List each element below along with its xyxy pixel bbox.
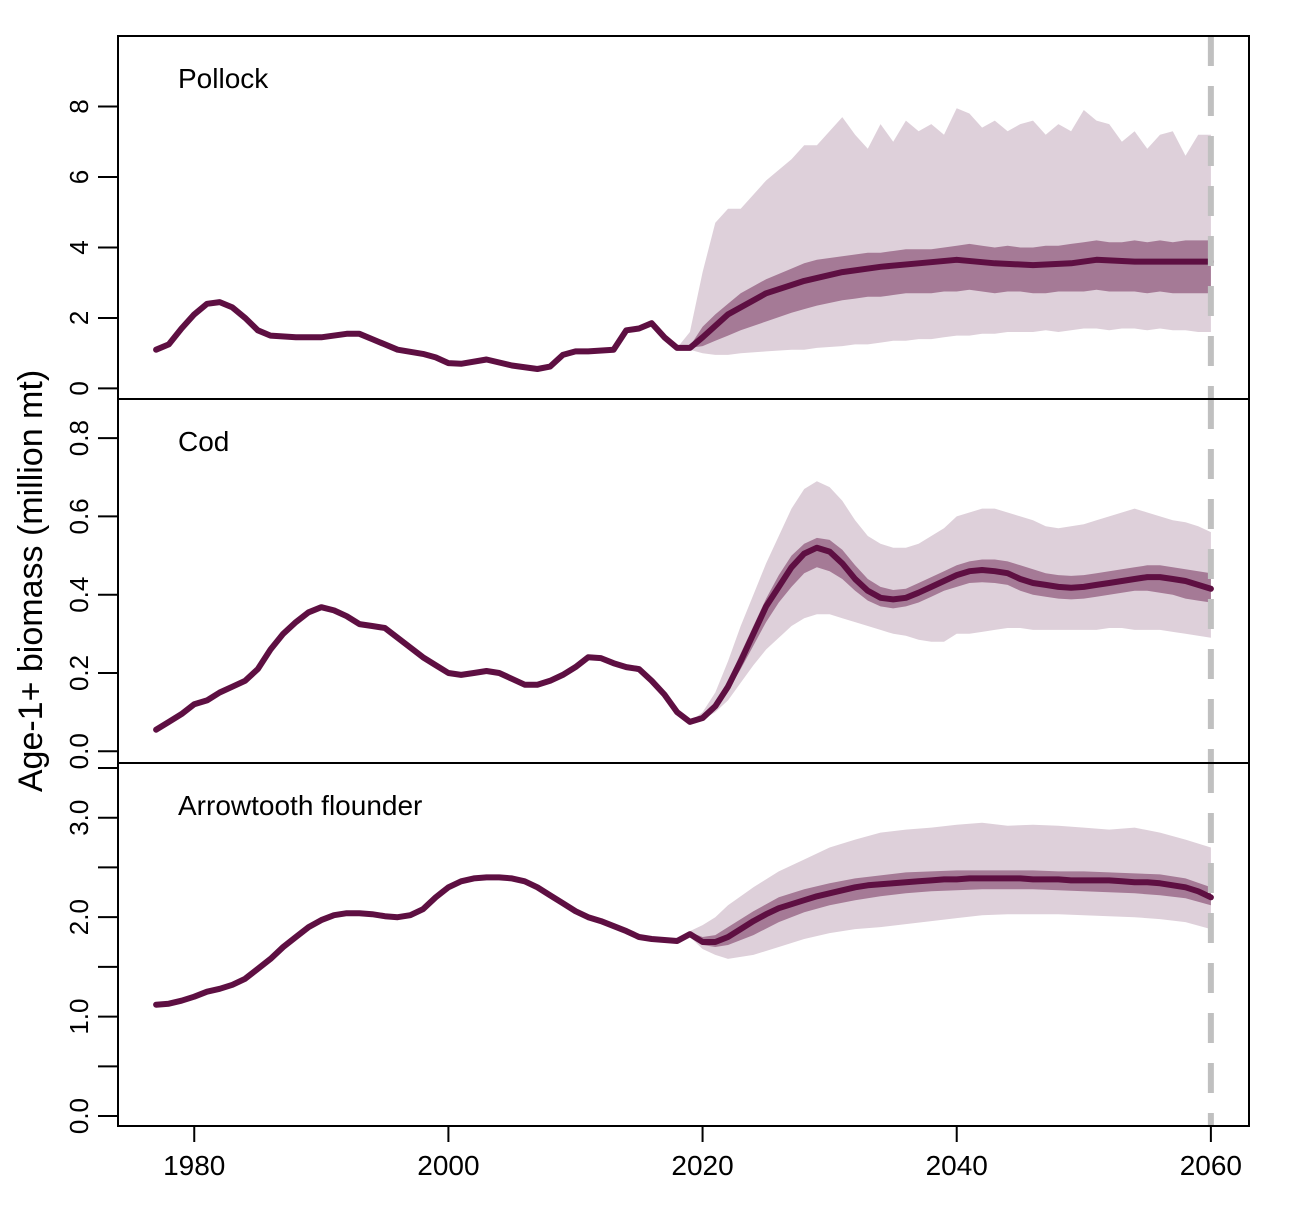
y-tick-label: 0.0 xyxy=(64,1098,94,1134)
x-tick-label: 1980 xyxy=(163,1150,225,1181)
y-tick-label: 2 xyxy=(64,311,94,325)
plot-area xyxy=(153,763,1214,1126)
x-tick-label: 2060 xyxy=(1180,1150,1242,1181)
y-tick-label: 3.0 xyxy=(64,800,94,836)
x-tick-label: 2040 xyxy=(926,1150,988,1181)
y-tick-label: 0.2 xyxy=(64,655,94,691)
median-biomass-line xyxy=(153,256,1214,372)
panel-label: Arrowtooth flounder xyxy=(178,790,422,821)
panel-frame xyxy=(117,762,1250,1127)
panel-arrowtooth-flounder: 0.0 1.0 2.0 3.0 Arrowtooth flounder xyxy=(64,762,1250,1134)
y-tick-label: 8 xyxy=(64,99,94,113)
y-tick-label: 0.6 xyxy=(64,498,94,534)
inner-uncertainty-band xyxy=(689,870,1211,947)
inner-uncertainty-band xyxy=(677,240,1211,348)
panel-pollock: 0 2 4 6 8 Pollock xyxy=(64,35,1250,400)
outer-uncertainty-band xyxy=(689,822,1211,959)
y-axis-label: Age-1+ biomass (million mt) xyxy=(12,370,50,792)
inner-uncertainty-band xyxy=(689,537,1211,722)
y-tick-label: 4 xyxy=(64,240,94,254)
x-tick-label: 2000 xyxy=(417,1150,479,1181)
plot-area xyxy=(153,36,1214,399)
panel-label: Cod xyxy=(178,426,229,457)
median-biomass-line xyxy=(153,874,1214,1008)
plot-area xyxy=(153,399,1214,763)
y-tick-label: 6 xyxy=(64,170,94,184)
panel-cod: 0.0 0.2 0.4 0.6 0.8 Cod xyxy=(64,398,1250,769)
median-biomass-line xyxy=(153,544,1214,733)
x-tick-label: 2020 xyxy=(671,1150,733,1181)
y-tick-label: 2.0 xyxy=(64,899,94,935)
y-tick-label: 1.0 xyxy=(64,999,94,1035)
panel-label: Pollock xyxy=(178,63,269,94)
y-tick-label: 0.8 xyxy=(64,420,94,456)
y-tick-label: 0.4 xyxy=(64,577,94,613)
y-tick-label: 0 xyxy=(64,381,94,395)
y-tick-label: 0.0 xyxy=(64,733,94,769)
